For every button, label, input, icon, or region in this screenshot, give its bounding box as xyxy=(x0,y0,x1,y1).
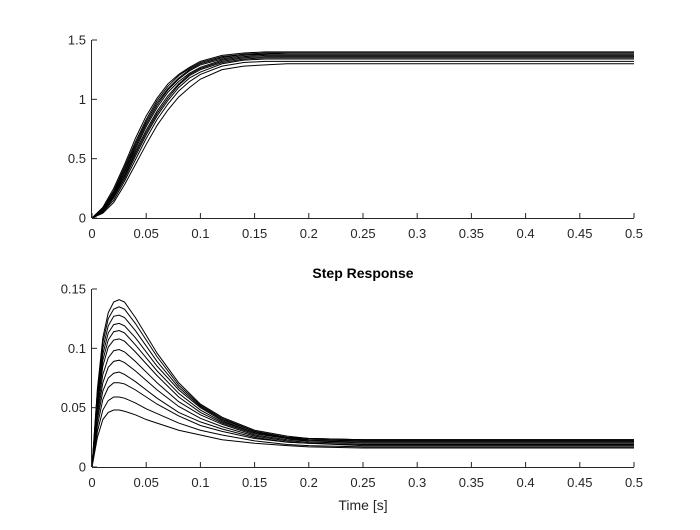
y-tick-label: 0.5 xyxy=(68,151,86,166)
x-tick-label: 0.45 xyxy=(567,226,592,241)
x-tick-label: 0.4 xyxy=(517,226,535,241)
response-curve-7 xyxy=(91,338,634,468)
response-curve-1 xyxy=(91,63,634,219)
x-tick-label: 0.2 xyxy=(300,475,318,490)
response-curve-3 xyxy=(91,382,634,468)
x-tick-label: 0.3 xyxy=(408,475,426,490)
x-tick-label: 0.45 xyxy=(567,475,592,490)
y-tick-label: 0.1 xyxy=(68,341,86,356)
x-tick-label: 0.35 xyxy=(459,226,484,241)
x-tick-label: 0.05 xyxy=(134,226,159,241)
response-curve-3 xyxy=(91,58,634,219)
response-curve-9 xyxy=(91,52,634,219)
y-tick-label: 0.05 xyxy=(61,400,86,415)
x-tick-label: 0.35 xyxy=(459,475,484,490)
x-tick-label: 0.1 xyxy=(191,475,209,490)
response-curve-1 xyxy=(91,409,634,468)
x-tick-label: 0 xyxy=(88,475,95,490)
x-tick-label: 0.2 xyxy=(300,226,318,241)
subplot-2: 0 0.05 0.1 0.15 0.2 0.25 0.3 0.35 0.4 0.45 0.5 0 0.0… xyxy=(61,265,643,513)
x-tick-label: 0.15 xyxy=(242,475,267,490)
x-tick-label: 0.15 xyxy=(242,226,267,241)
response-curve-8 xyxy=(91,52,634,219)
y-tick-label: 0.15 xyxy=(61,282,86,297)
subplot-1: 0 0.05 0.1 0.15 0.2 0.25 0.3 0.35 0.4 0.45 0.5 0 0.5… xyxy=(68,33,643,242)
response-curve-4 xyxy=(91,57,634,219)
response-curve-2 xyxy=(91,396,634,468)
response-curve-10 xyxy=(91,51,634,219)
chart-title: Step Response xyxy=(312,265,413,281)
response-curve-2 xyxy=(91,60,634,219)
response-curve-4 xyxy=(91,371,634,468)
x-tick-label: 0.5 xyxy=(625,475,643,490)
response-curve-9 xyxy=(91,322,634,468)
x-tick-label: 0 xyxy=(88,226,95,241)
y-tick-label: 1 xyxy=(79,92,86,107)
x-tick-label: 0.3 xyxy=(408,226,426,241)
response-curve-6 xyxy=(91,54,634,219)
response-curve-12 xyxy=(91,299,634,468)
y-tick-label: 0 xyxy=(79,211,86,226)
response-curve-5 xyxy=(91,359,634,468)
x-axis-label: Time [s] xyxy=(338,497,387,513)
y-tick-label: 0 xyxy=(79,460,86,475)
y-tick-label: 1.5 xyxy=(68,33,86,48)
x-tick-label: 0.05 xyxy=(134,475,159,490)
response-curve-5 xyxy=(91,56,634,219)
response-curve-7 xyxy=(91,53,634,219)
x-tick-label: 0.4 xyxy=(517,475,535,490)
x-tick-label: 0.5 xyxy=(625,226,643,241)
x-tick-label: 0.25 xyxy=(350,226,375,241)
x-tick-label: 0.25 xyxy=(350,475,375,490)
x-tick-label: 0.1 xyxy=(191,226,209,241)
